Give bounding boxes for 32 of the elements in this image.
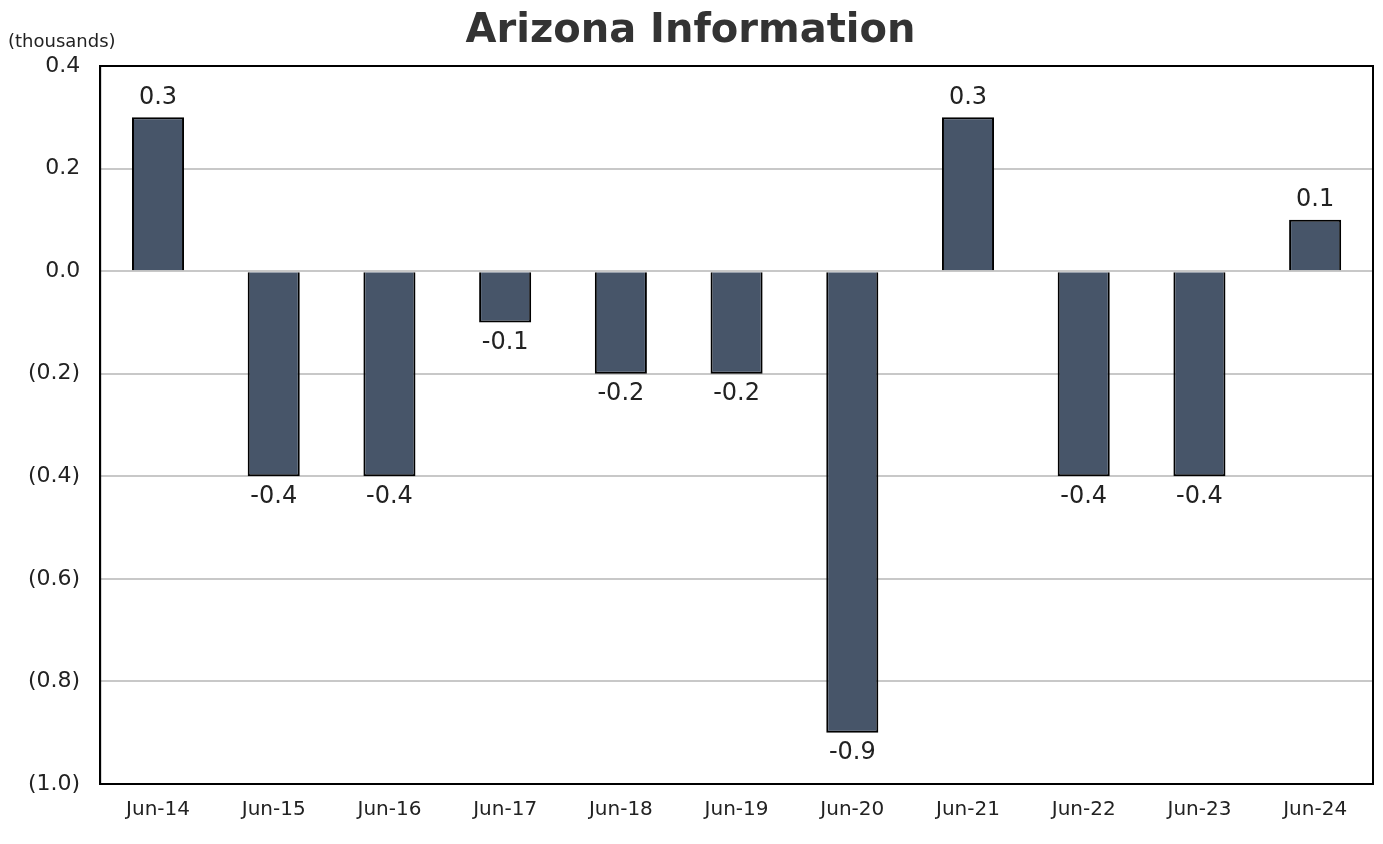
data-label: -0.1 <box>481 326 529 355</box>
data-label: 0.3 <box>138 81 178 110</box>
data-label: 0.1 <box>1296 184 1335 213</box>
data-label: -0.2 <box>597 377 645 406</box>
x-tick-label: Jun-21 <box>934 796 1000 821</box>
x-tick-label: Jun-23 <box>1165 796 1232 821</box>
data-label: -0.2 <box>713 377 760 406</box>
x-tick-label: Jun-19 <box>702 796 769 821</box>
y-tick-label: 0.0 <box>45 256 81 282</box>
y-tick-label: (0.4) <box>28 462 81 487</box>
x-tick-label: Jun-20 <box>818 796 885 821</box>
x-tick-label: Jun-15 <box>239 796 306 821</box>
y-axis-title: (thousands) <box>8 29 116 51</box>
data-label: -0.4 <box>366 480 413 509</box>
data-label: -0.4 <box>250 480 298 509</box>
x-tick-label: Jun-14 <box>124 796 190 821</box>
data-label: -0.4 <box>1176 480 1223 509</box>
y-tick-label: (0.2) <box>28 359 81 385</box>
y-tick-label: (0.6) <box>28 564 81 590</box>
x-tick-label: Jun-22 <box>1049 796 1116 821</box>
y-tick-label: 0.2 <box>45 154 81 180</box>
y-tick-label: 0.4 <box>45 51 81 77</box>
y-tick-label: (0.8) <box>28 667 81 693</box>
chart-title: Arizona Information <box>465 5 916 52</box>
x-tick-label: Jun-24 <box>1281 796 1348 821</box>
data-label: -0.4 <box>1060 480 1108 509</box>
x-tick-label: Jun-17 <box>471 796 538 821</box>
y-tick-label: (1.0) <box>28 769 81 795</box>
x-tick-label: Jun-16 <box>355 796 422 821</box>
x-tick-label: Jun-18 <box>586 796 653 821</box>
data-label: 0.3 <box>948 81 988 110</box>
data-label: -0.9 <box>828 736 876 765</box>
